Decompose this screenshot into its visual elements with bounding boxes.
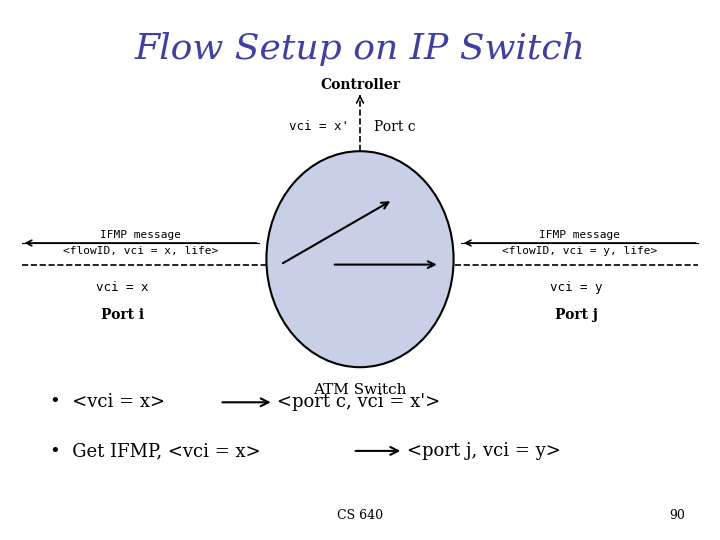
- Text: <flowID, vci = y, life>: <flowID, vci = y, life>: [502, 246, 657, 256]
- Text: <port j, vci = y>: <port j, vci = y>: [407, 442, 561, 460]
- Text: Controller: Controller: [320, 78, 400, 92]
- Text: •  Get IFMP, <vci = x>: • Get IFMP, <vci = x>: [50, 442, 261, 460]
- Text: <port c, vci = x'>: <port c, vci = x'>: [277, 393, 441, 411]
- Text: IFMP message: IFMP message: [100, 230, 181, 240]
- Text: 90: 90: [669, 509, 685, 522]
- Text: vci = y: vci = y: [550, 281, 602, 294]
- Text: •  <vci = x>: • <vci = x>: [50, 393, 166, 411]
- Text: IFMP message: IFMP message: [539, 230, 620, 240]
- Text: Flow Setup on IP Switch: Flow Setup on IP Switch: [135, 32, 585, 65]
- Text: vci = x: vci = x: [96, 281, 148, 294]
- Text: vci = x': vci = x': [289, 120, 349, 133]
- Text: Port c: Port c: [374, 120, 416, 134]
- Text: <flowID, vci = x, life>: <flowID, vci = x, life>: [63, 246, 218, 256]
- Text: CS 640: CS 640: [337, 509, 383, 522]
- Ellipse shape: [266, 151, 454, 367]
- Text: Port j: Port j: [554, 308, 598, 322]
- Text: ATM Switch: ATM Switch: [313, 383, 407, 397]
- Text: Port i: Port i: [101, 308, 144, 322]
